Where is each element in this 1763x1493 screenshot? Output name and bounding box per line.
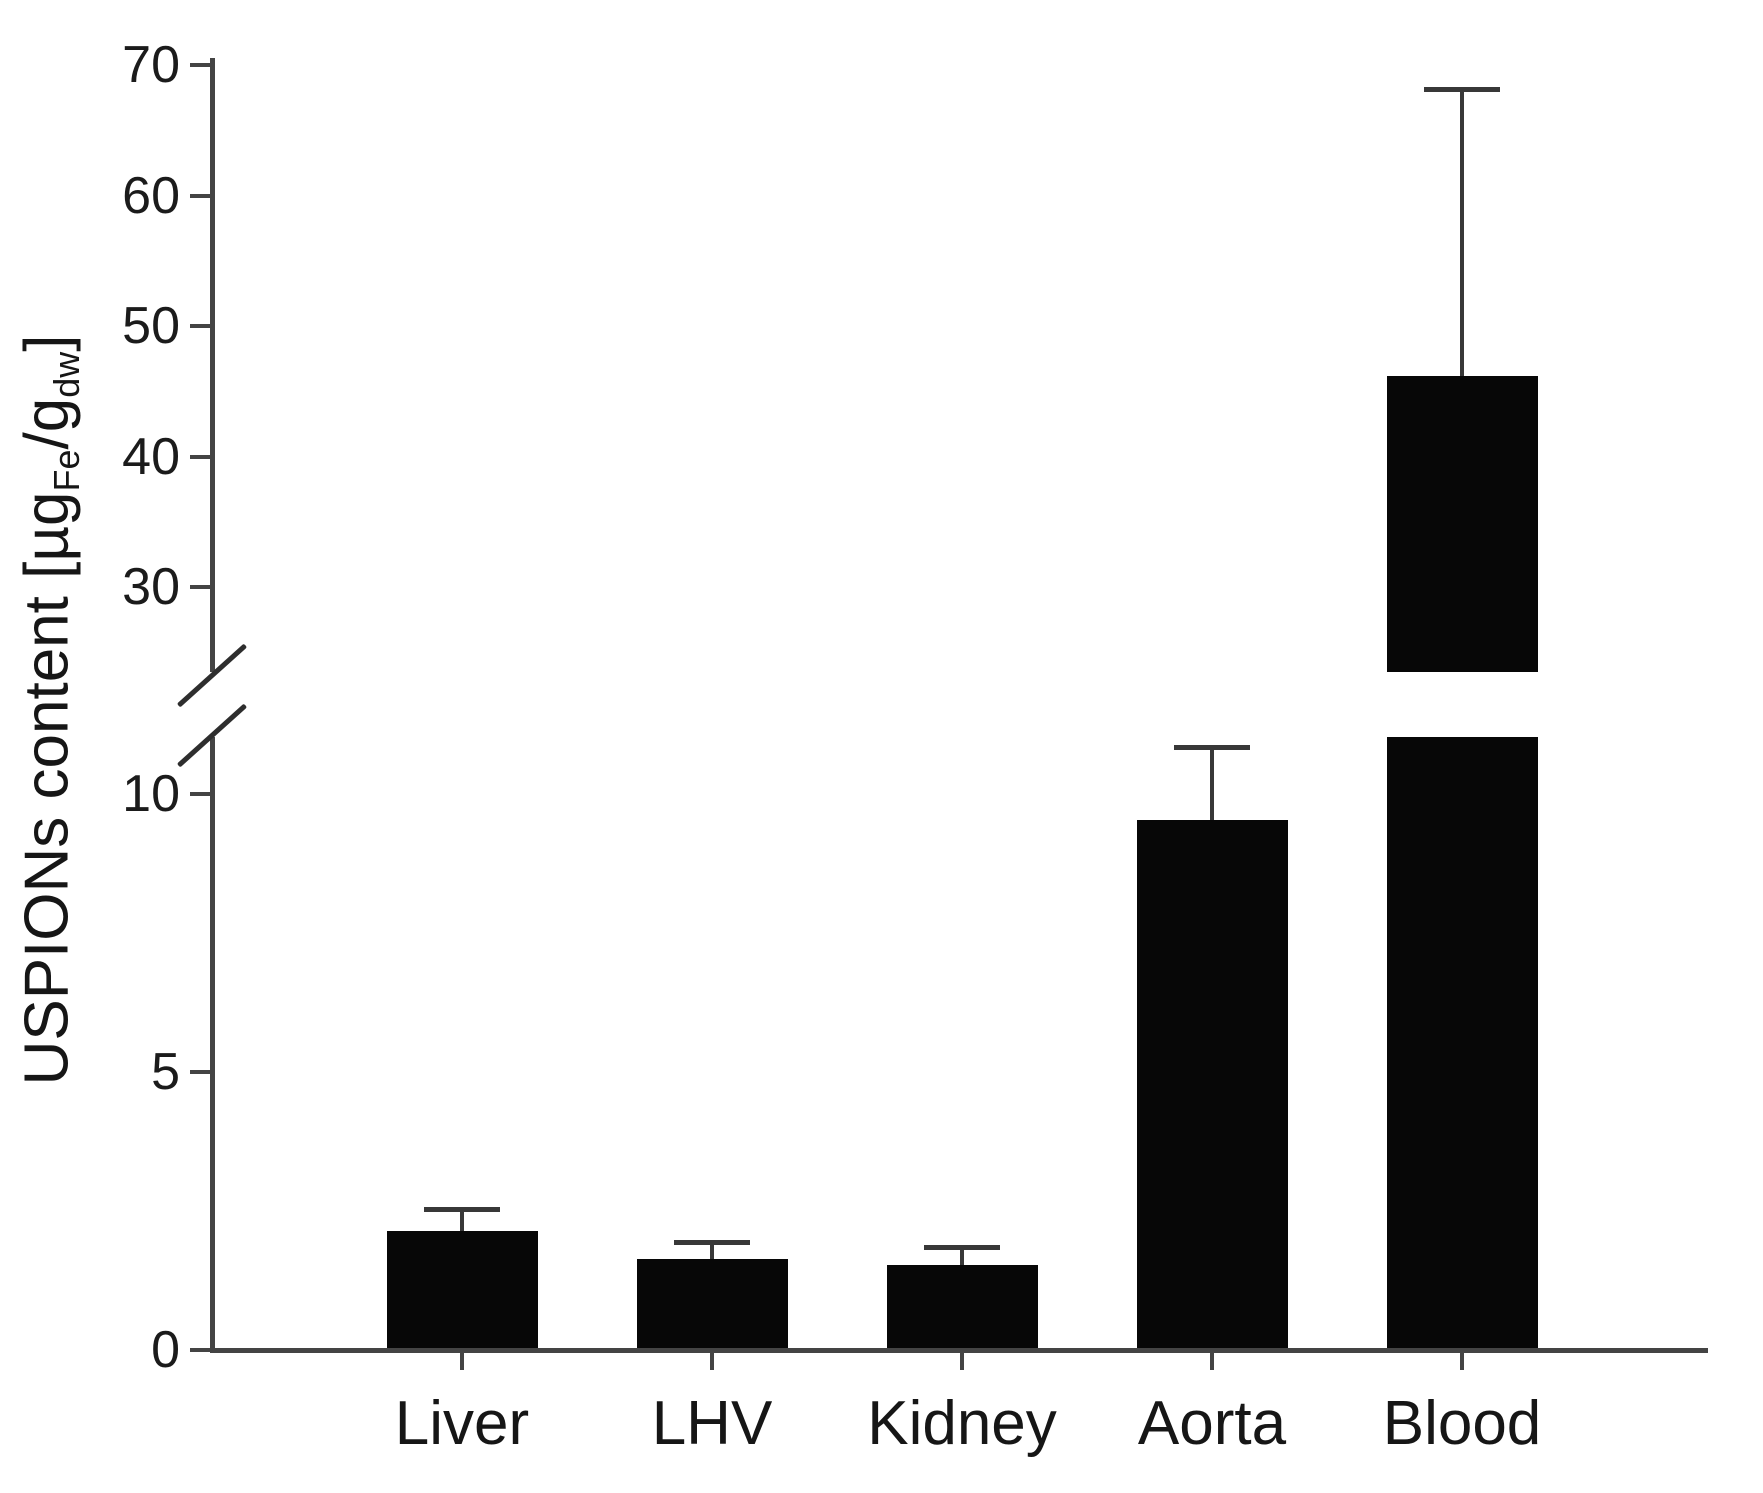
y-axis-label-subscript: dw bbox=[45, 351, 87, 398]
x-category-label: Aorta bbox=[1137, 1389, 1287, 1458]
x-tick bbox=[710, 1353, 714, 1370]
bar-upper-segment bbox=[1386, 376, 1538, 672]
x-tick bbox=[960, 1353, 964, 1370]
error-bar-cap bbox=[1424, 86, 1500, 92]
y-axis-label-text: /g bbox=[12, 397, 82, 450]
y-tick-label: 50 bbox=[122, 297, 180, 355]
y-axis-label-text: USPIONs content [µg bbox=[12, 491, 82, 1086]
error-bar-line bbox=[710, 1242, 714, 1260]
y-axis-line-upper bbox=[210, 58, 215, 672]
y-axis-line-lower bbox=[210, 737, 215, 1353]
y-tick bbox=[190, 454, 210, 459]
y-axis-label-subscript: Fe bbox=[45, 449, 87, 492]
y-tick bbox=[190, 324, 210, 328]
x-category-label: Kidney bbox=[867, 1389, 1057, 1458]
error-bar-cap bbox=[424, 1206, 500, 1212]
y-tick bbox=[190, 585, 210, 589]
error-bar-cap bbox=[674, 1239, 750, 1245]
y-tick-label: 40 bbox=[122, 427, 180, 486]
bar bbox=[636, 1259, 788, 1348]
y-axis-label: USPIONs content [µgFe/gdw] bbox=[12, 334, 100, 1086]
y-tick-label: 30 bbox=[122, 558, 180, 616]
bar-lower-segment bbox=[1386, 737, 1538, 1348]
y-tick bbox=[190, 1070, 210, 1074]
y-tick bbox=[190, 63, 210, 67]
bar bbox=[886, 1264, 1038, 1348]
y-axis-label-text: ] bbox=[12, 334, 82, 352]
y-tick-label: 0 bbox=[151, 1321, 180, 1379]
error-bar-line bbox=[460, 1209, 464, 1232]
error-bar-line bbox=[1210, 747, 1214, 820]
x-category-label: LHV bbox=[651, 1389, 773, 1458]
bar bbox=[1136, 819, 1288, 1348]
bar bbox=[386, 1231, 538, 1348]
x-category-label: Liver bbox=[394, 1389, 530, 1458]
y-tick bbox=[190, 1348, 210, 1352]
y-tick bbox=[190, 193, 210, 198]
y-tick-label: 5 bbox=[151, 1043, 180, 1101]
error-bar-cap bbox=[1174, 745, 1250, 751]
y-tick-label: 10 bbox=[122, 765, 180, 823]
error-bar-line bbox=[1460, 89, 1464, 377]
y-tick bbox=[190, 792, 210, 796]
error-bar-line bbox=[960, 1247, 964, 1265]
x-tick bbox=[460, 1353, 464, 1370]
error-bar-cap bbox=[924, 1245, 1000, 1251]
x-tick bbox=[1210, 1353, 1214, 1370]
x-axis-line bbox=[210, 1348, 1708, 1353]
y-tick-label: 60 bbox=[122, 166, 180, 225]
y-tick-label: 70 bbox=[122, 36, 180, 94]
x-tick bbox=[1460, 1353, 1464, 1370]
x-category-label: Blood bbox=[1382, 1389, 1542, 1458]
